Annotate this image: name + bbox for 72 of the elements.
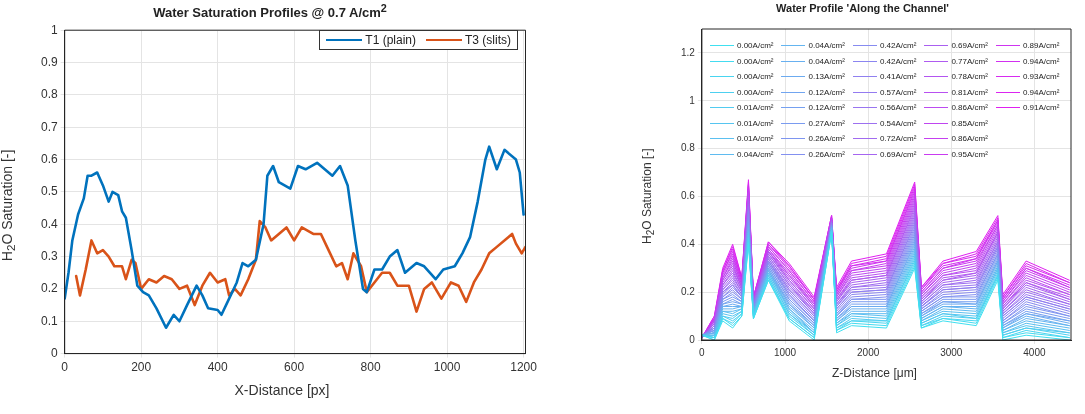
x-tick-label: 600 (284, 360, 305, 375)
y-tick-label: 0.9 (40, 54, 58, 69)
legend-label: 0.13A/cm² (808, 72, 845, 82)
legend-label: 0.42A/cm² (879, 41, 917, 51)
legend-label: 0.04A/cm² (737, 149, 774, 159)
legend-label: 0.85A/cm² (951, 118, 988, 128)
x-tick-label: 0 (61, 360, 69, 375)
legend-label: 0.01A/cm² (737, 103, 774, 113)
legend-label: 0.12A/cm² (808, 103, 845, 113)
legend-label: 0.41A/cm² (879, 72, 917, 82)
legend-label: 0.26A/cm² (808, 149, 845, 159)
legend-label: 0.42A/cm² (879, 56, 917, 66)
legend-label: 0.26A/cm² (808, 134, 845, 144)
legend-label: 0.56A/cm² (879, 103, 917, 113)
legend-label: T1 (plain) (365, 33, 416, 47)
y-tick-label: 0.4 (40, 216, 58, 231)
y-tick-label: 0.6 (40, 151, 58, 166)
x-tick-label: 0 (699, 346, 706, 358)
x-axis-title: Z-Distance [μm] (831, 366, 918, 380)
y-tick-label: 0.8 (40, 87, 58, 102)
legend-label: 0.77A/cm² (951, 56, 988, 66)
legend-label: 0.01A/cm² (737, 118, 774, 128)
legend-label: 0.89A/cm² (1022, 41, 1060, 51)
legend-label: 0.01A/cm² (737, 134, 774, 144)
legend-label: 0.04A/cm² (808, 41, 845, 51)
x-tick-label: 1200 (510, 360, 538, 375)
legend-label: T3 (slits) (465, 33, 511, 47)
y-tick-label: 0 (689, 333, 696, 345)
x-tick-label: 400 (207, 360, 228, 375)
legend-label: 0.93A/cm² (1022, 72, 1060, 82)
legend-label: 0.81A/cm² (951, 87, 988, 97)
legend-label: 0.86A/cm² (951, 103, 988, 113)
legend-label: 0.94A/cm² (1022, 87, 1060, 97)
y-tick-label: 1 (50, 22, 58, 37)
legend-label: 0.00A/cm² (737, 87, 774, 97)
y-tick-label: 0.6 (681, 190, 696, 202)
legend-label: 0.57A/cm² (879, 87, 917, 97)
x-tick-label: 4000 (1023, 346, 1046, 358)
legend-label: 0.00A/cm² (737, 56, 774, 66)
legend-label: 0.94A/cm² (1022, 56, 1060, 66)
y-tick-label: 0.5 (40, 184, 58, 199)
legend-label: 0.72A/cm² (879, 134, 917, 144)
chart-title: Water Profile 'Along the Channel' (775, 2, 950, 14)
y-tick-label: 0.2 (40, 281, 58, 296)
x-axis-title: X-Distance [px] (233, 382, 331, 398)
legend-label: 0.27A/cm² (808, 118, 845, 128)
legend-label: 0.78A/cm² (951, 72, 988, 82)
legend-label: 0.04A/cm² (808, 56, 845, 66)
legend-label: 0.00A/cm² (737, 72, 774, 82)
legend-label: 0.00A/cm² (737, 41, 774, 51)
y-tick-label: 0.8 (681, 142, 696, 154)
x-tick-label: 800 (360, 360, 381, 375)
legend-label: 0.69A/cm² (879, 149, 917, 159)
legend-label: 0.95A/cm² (951, 149, 988, 159)
y-tick-label: 0.4 (681, 238, 696, 250)
y-tick-label: 0.3 (40, 248, 58, 263)
y-tick-label: 0.1 (40, 313, 58, 328)
x-tick-label: 1000 (433, 360, 461, 375)
chart-title: Water Saturation Profiles @ 0.7 A/cm$^{2}$ (152, 2, 388, 21)
x-tick-label: 1000 (773, 346, 797, 358)
y-tick-label: 0.2 (681, 285, 696, 297)
x-tick-label: 200 (131, 360, 152, 375)
y-tick-label: 0.7 (40, 119, 58, 134)
y-tick-label: 1 (689, 94, 696, 106)
legend-label: 0.12A/cm² (808, 87, 845, 97)
x-tick-label: 3000 (940, 346, 963, 358)
y-tick-label: 1.2 (681, 46, 696, 58)
legend-label: 0.69A/cm² (951, 41, 988, 51)
legend-label: 0.91A/cm² (1022, 103, 1060, 113)
x-tick-label: 2000 (857, 346, 880, 358)
legend-label: 0.54A/cm² (879, 118, 917, 128)
legend-label: 0.86A/cm² (951, 134, 988, 144)
